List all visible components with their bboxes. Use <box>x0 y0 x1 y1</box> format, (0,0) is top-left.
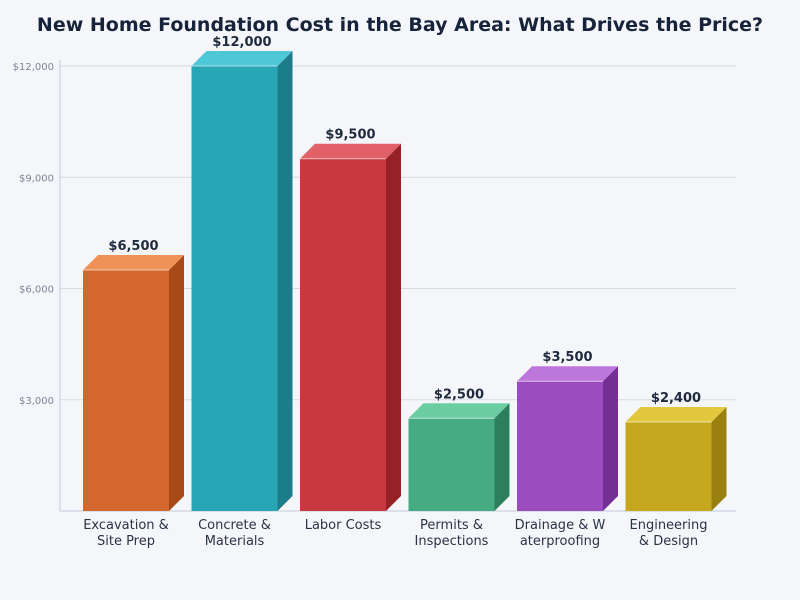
bar-top <box>300 143 401 159</box>
value-label: $3,500 <box>542 350 592 365</box>
bar-side <box>603 366 618 511</box>
bar <box>408 418 495 511</box>
chart-title: New Home Foundation Cost in the Bay Area… <box>36 14 764 36</box>
x-tick-label: Excavation & <box>83 518 169 533</box>
y-tick-label: $9,000 <box>19 173 54 184</box>
bar-side <box>494 403 510 511</box>
bar-side <box>711 407 727 511</box>
bar <box>300 158 386 512</box>
bar <box>625 422 712 511</box>
x-tick-label: Concrete & <box>198 518 271 533</box>
x-tick-label: & Design <box>639 534 698 549</box>
x-tick-label: Materials <box>205 534 265 549</box>
value-label: $6,500 <box>108 239 158 254</box>
bar <box>191 66 278 511</box>
bar <box>83 269 169 511</box>
value-label: $12,000 <box>212 35 271 50</box>
x-tick-label: Site Prep <box>97 534 155 549</box>
x-tick-label: Drainage & W <box>515 518 606 533</box>
bar-top <box>83 254 184 270</box>
bar-top <box>408 403 510 419</box>
y-tick-label: $3,000 <box>19 396 54 407</box>
bar-side <box>386 143 401 512</box>
y-tick-label: $6,000 <box>19 285 54 296</box>
x-tick-label: aterproofing <box>520 534 600 549</box>
bar-top <box>625 407 727 422</box>
bar-top <box>517 366 618 382</box>
bar <box>517 381 603 511</box>
bar-top <box>191 51 293 66</box>
x-tick-label: Engineering <box>630 518 708 533</box>
value-label: $9,500 <box>325 128 375 143</box>
y-tick-label: $12,000 <box>13 62 54 73</box>
x-tick-label: Labor Costs <box>305 518 382 533</box>
x-tick-label: Inspections <box>415 534 489 549</box>
bar-side <box>277 51 293 511</box>
bar-side <box>169 254 184 512</box>
value-label: $2,500 <box>434 387 484 402</box>
value-label: $2,400 <box>651 391 701 406</box>
x-tick-label: Permits & <box>420 518 483 533</box>
